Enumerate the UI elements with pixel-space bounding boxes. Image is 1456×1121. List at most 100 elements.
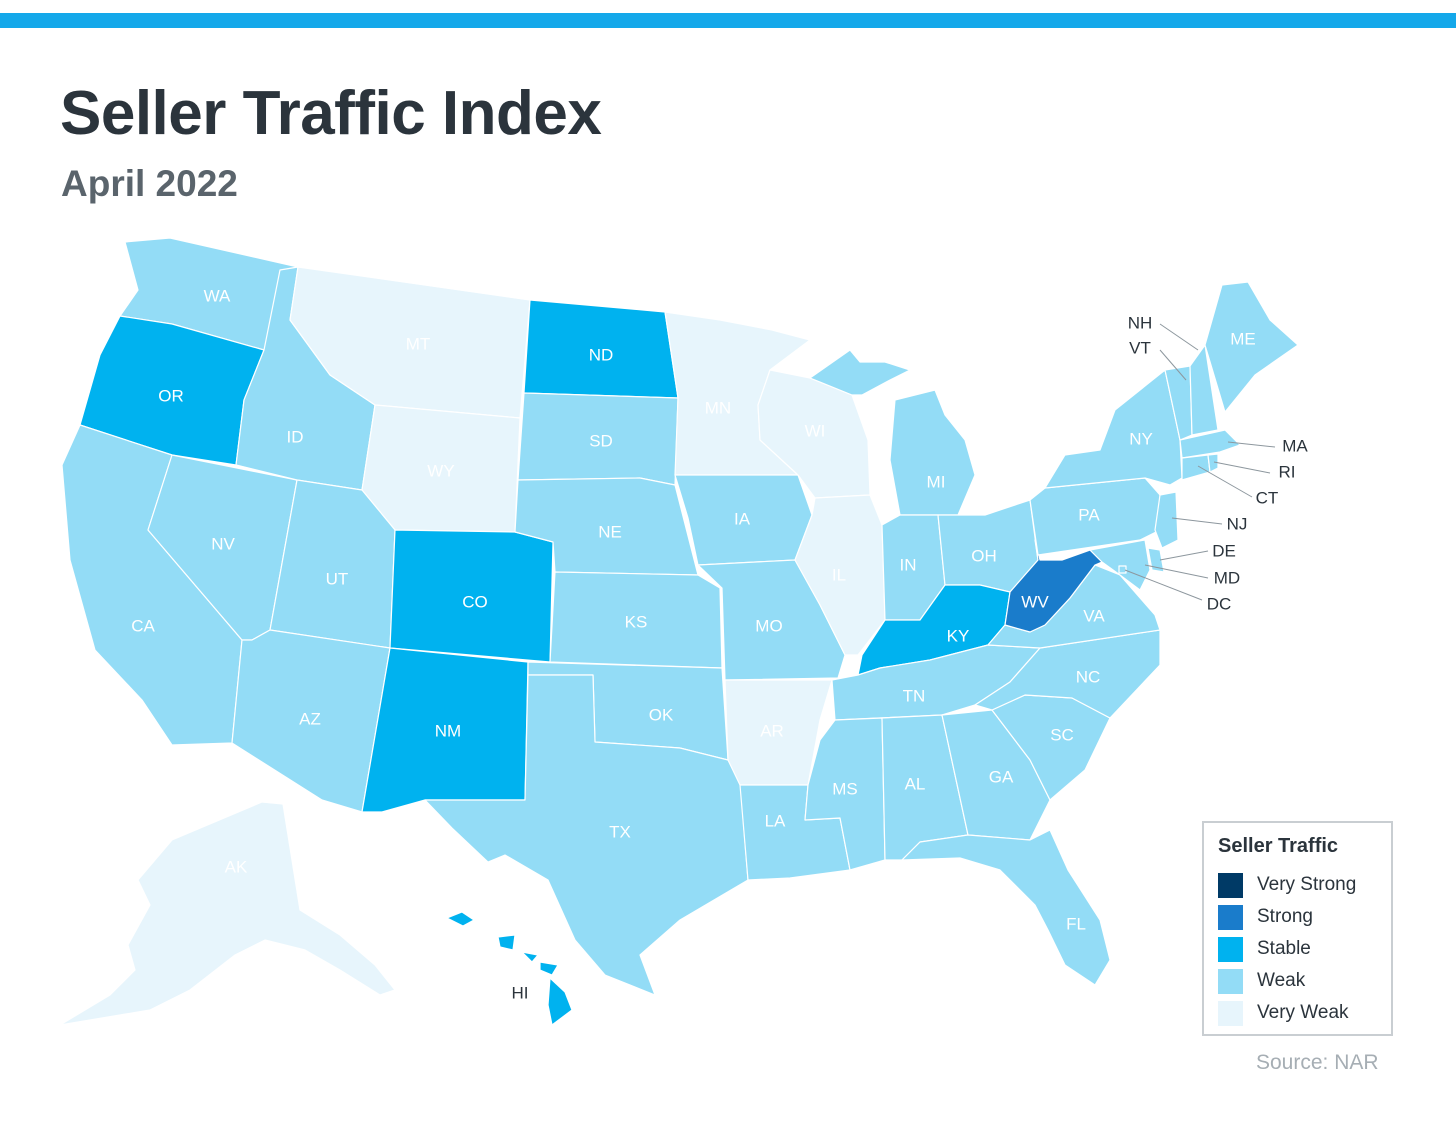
legend-label: Very Strong [1257,874,1357,895]
state-label-SD: SD [589,431,613,450]
state-RI[interactable] [1207,453,1219,473]
state-label-AR: AR [760,721,784,740]
state-label-UT: UT [326,569,349,588]
top-accent-bar [0,13,1456,28]
state-KY[interactable]: KY [857,584,1011,676]
state-AZ[interactable]: AZ [231,629,391,813]
state-label-CO: CO [462,592,488,611]
state-ND[interactable]: ND [523,299,679,399]
state-label-ME: ME [1230,329,1256,348]
legend-item-very-weak: Very Weak [1218,1000,1349,1026]
state-WV[interactable]: WV [1004,539,1103,633]
state-KS[interactable]: KS [549,571,723,669]
state-label-WV: WV [1021,592,1049,611]
state-NH[interactable] [1189,344,1219,436]
state-label-MN: MN [705,398,731,417]
state-AK[interactable]: AK [59,801,396,1026]
state-label-AL: AL [905,774,926,793]
state-label-SC: SC [1050,725,1074,744]
state-IA[interactable]: IA [674,474,813,566]
state-label-AK: AK [225,857,248,876]
state-IL[interactable]: IL [794,494,886,656]
state-label-TX: TX [609,822,631,841]
state-label-HI: HI [512,983,529,1002]
state-label-NH: NH [1128,313,1153,332]
state-label-KS: KS [625,612,648,631]
callout-lines [1124,323,1276,601]
state-NC[interactable]: NC [974,629,1161,719]
state-SD[interactable]: SD [517,392,679,486]
legend-swatch [1218,1000,1243,1026]
state-SC[interactable]: SC [991,694,1111,801]
state-TX[interactable]: TX [424,674,749,996]
legend-item-weak: Weak [1218,968,1305,994]
legend-swatch [1218,936,1243,962]
state-label-NM: NM [435,721,461,740]
legend-label: Weak [1257,970,1306,991]
page-subtitle: April 2022 [61,163,238,204]
state-HI[interactable] [446,911,573,1026]
state-label-OK: OK [649,705,674,724]
state-label-AZ: AZ [299,709,321,728]
legend-label: Stable [1257,938,1311,959]
state-label-IN: IN [900,555,917,574]
state-label-MA: MA [1282,436,1308,455]
state-NM[interactable]: NM [361,647,529,813]
legend: Seller Traffic Very Strong Strong Stable… [1202,821,1393,1036]
state-label-CT: CT [1256,488,1279,507]
legend-title: Seller Traffic [1218,835,1339,857]
legend-swatch [1218,872,1243,898]
legend-label: Strong [1257,906,1313,927]
state-WY[interactable]: WY [361,404,521,533]
source-note: Source: NAR [1256,1051,1379,1074]
state-label-MO: MO [755,616,782,635]
state-CO[interactable]: CO [389,529,554,663]
state-label-VT: VT [1129,338,1151,357]
state-label-NV: NV [211,534,235,553]
state-label-OR: OR [158,386,184,405]
state-label-MT: MT [406,334,431,353]
state-label-GA: GA [989,767,1014,786]
state-MI[interactable]: MI [889,389,976,516]
state-label-WY: WY [427,461,454,480]
state-FL[interactable]: FL [901,829,1111,986]
state-label-NY: NY [1129,429,1153,448]
legend-item-very-strong: Very Strong [1218,872,1356,898]
state-MD[interactable] [1089,539,1151,591]
state-label-IL: IL [832,565,846,584]
state-label-OH: OH [971,546,997,565]
state-label-IA: IA [734,509,751,528]
state-label-WA: WA [204,286,231,305]
state-CT[interactable] [1181,454,1211,481]
legend-item-strong: Strong [1218,904,1313,930]
state-label-ND: ND [589,345,614,364]
page-title: Seller Traffic Index [60,79,602,148]
state-label-MS: MS [832,779,858,798]
callout-labels: NH VT MA RI CT NJ DE MD DC HI [512,313,1309,1002]
state-label-DC: DC [1207,594,1232,613]
state-DC[interactable] [1118,565,1127,574]
state-label-CA: CA [131,616,155,635]
state-label-TN: TN [903,686,926,705]
legend-label: Very Weak [1257,1002,1349,1023]
state-label-WI: WI [805,421,826,440]
state-MA[interactable] [1179,429,1241,459]
state-WI[interactable]: WI [757,369,871,499]
state-label-LA: LA [765,811,786,830]
legend-item-stable: Stable [1218,936,1311,962]
state-label-NC: NC [1076,667,1101,686]
state-label-FL: FL [1066,914,1086,933]
state-label-NJ: NJ [1227,514,1248,533]
state-ME[interactable]: ME [1204,281,1299,413]
state-label-KY: KY [947,626,970,645]
state-NY[interactable]: NY [1044,369,1183,489]
state-label-MD: MD [1214,568,1240,587]
state-MI-UP[interactable] [809,349,911,396]
state-NJ[interactable] [1154,491,1179,549]
legend-swatch [1218,904,1243,930]
state-label-RI: RI [1279,462,1296,481]
legend-swatch [1218,968,1243,994]
state-label-MI: MI [927,472,946,491]
state-label-ID: ID [287,427,304,446]
state-label-PA: PA [1078,505,1100,524]
